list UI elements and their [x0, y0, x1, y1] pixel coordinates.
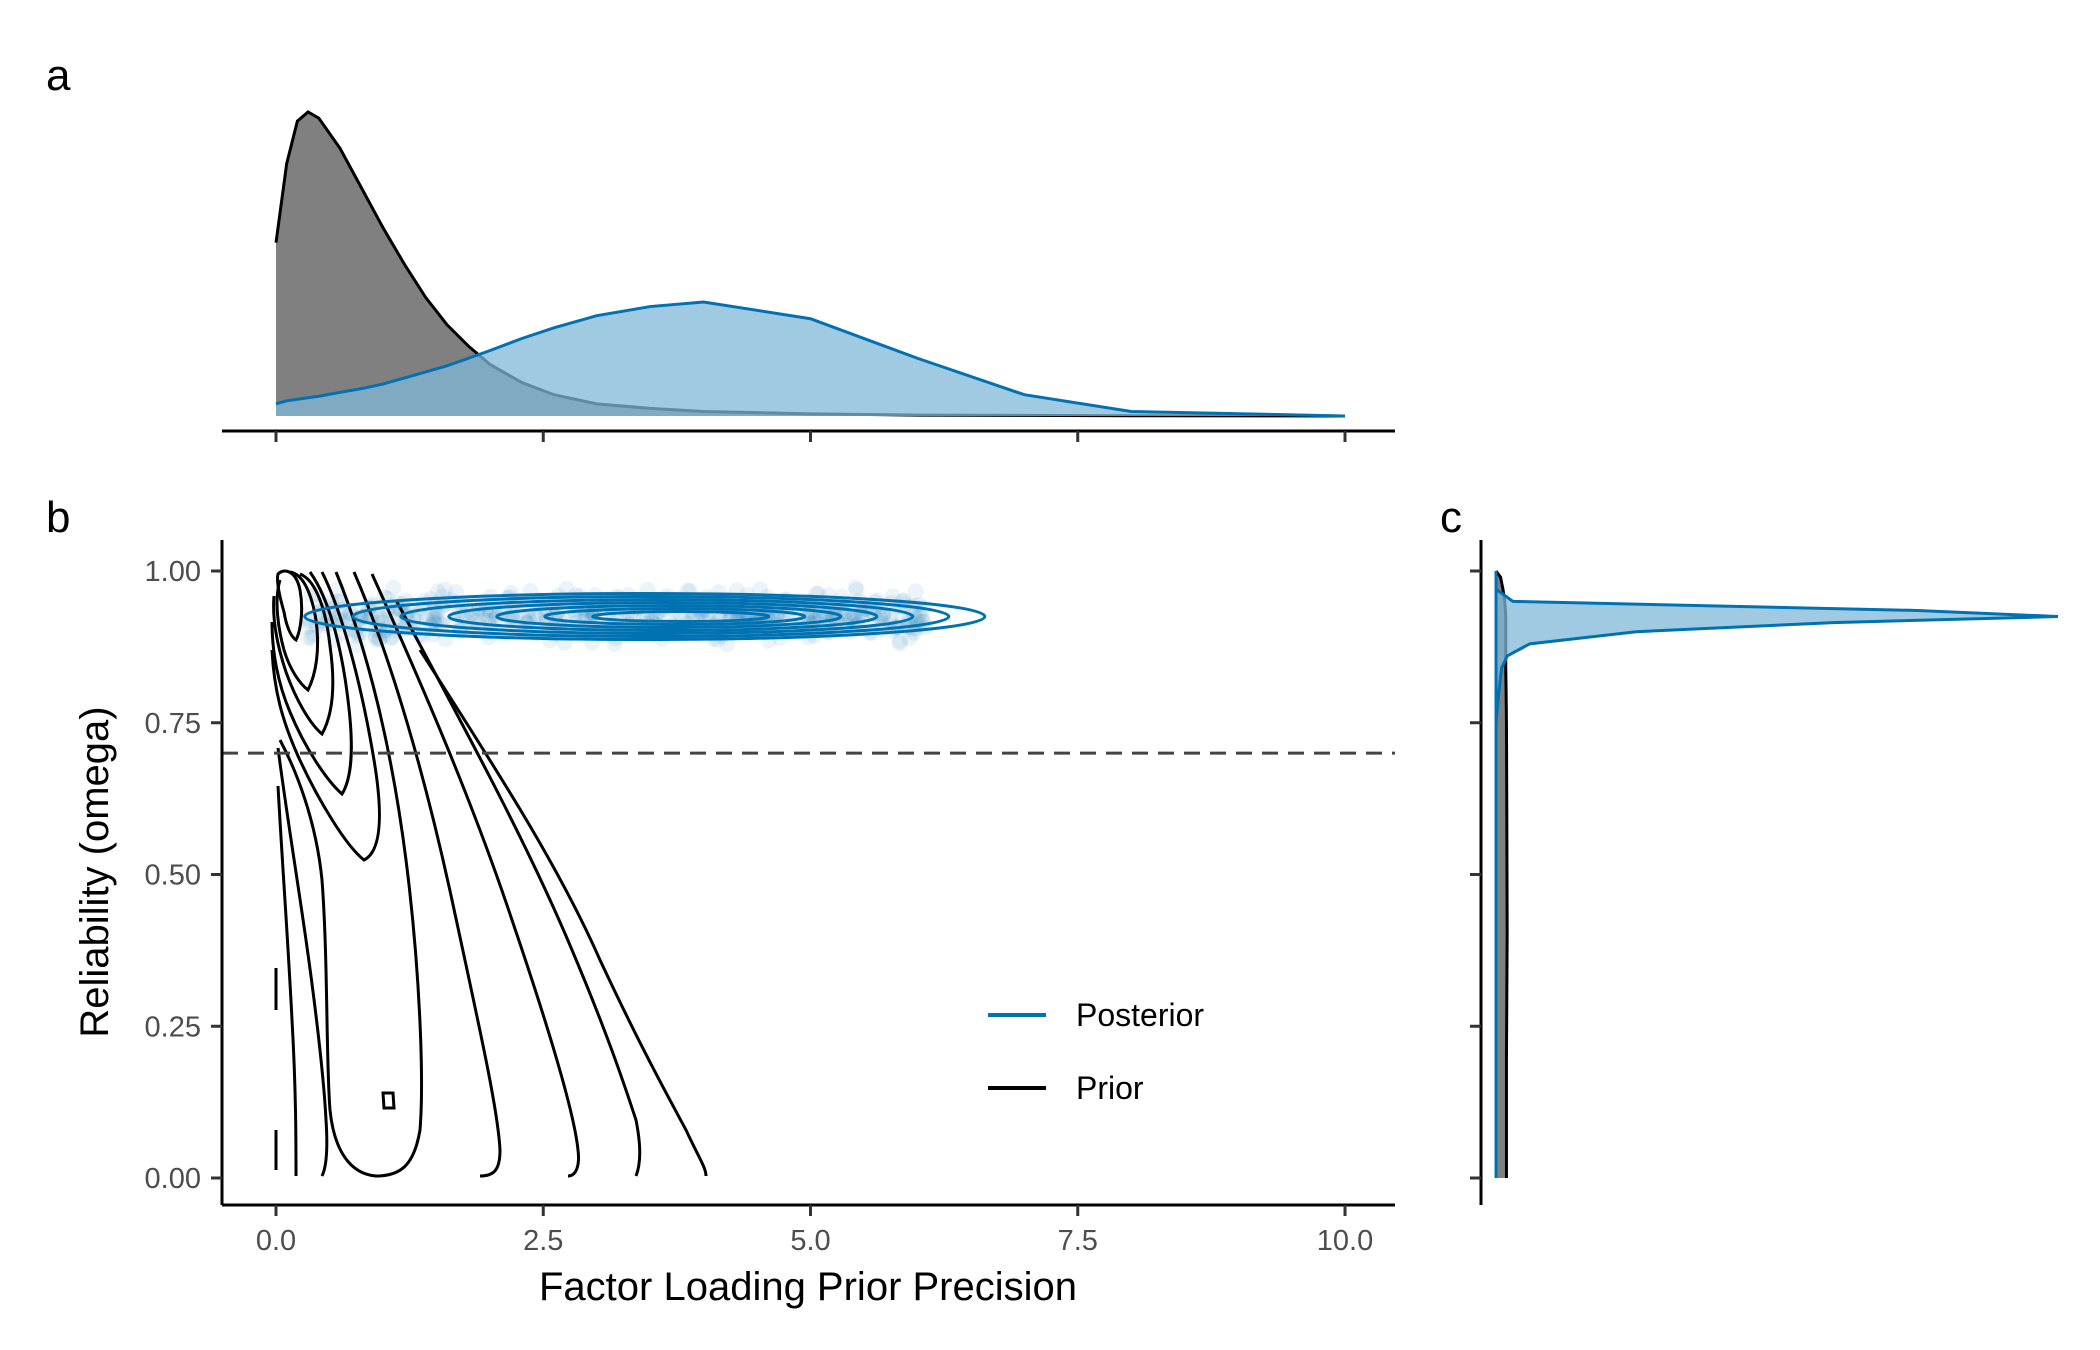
posterior-point	[774, 610, 791, 627]
prior-contour-4	[270, 571, 353, 797]
posterior-contour-3	[399, 598, 915, 636]
panel-c-area-posterior	[1496, 571, 2058, 1178]
legend-posterior-label: Posterior	[1076, 997, 1204, 1033]
panel-c-ticks	[1470, 569, 1481, 1180]
posterior-contour-4	[447, 601, 879, 633]
prior-contour-8	[370, 573, 580, 1178]
posterior-point	[872, 609, 888, 626]
y-tick-label-3: 0.75	[145, 708, 201, 740]
panel-b-y-ticks: 0.00 0.25 0.50 0.75 1.00	[145, 556, 222, 1195]
posterior-contours	[303, 592, 987, 642]
posterior-point	[426, 610, 443, 627]
posterior-point	[429, 583, 446, 600]
panel-c-areas	[1494, 570, 2059, 1178]
posterior-point	[577, 605, 593, 621]
x-tick-label-4: 10.0	[1317, 1225, 1373, 1257]
x-tick-label-3: 7.5	[1058, 1225, 1098, 1257]
posterior-point	[874, 607, 891, 624]
posterior-contour-6	[543, 607, 807, 627]
y-axis-title: Reliability (omega)	[73, 706, 117, 1037]
prior-contour-7	[352, 571, 502, 1178]
x-axis-title: Factor Loading Prior Precision	[539, 1265, 1077, 1309]
posterior-point	[434, 616, 451, 633]
prior-contour-12	[276, 785, 298, 1177]
posterior-point	[426, 603, 443, 620]
posterior-point	[799, 608, 815, 624]
posterior-point	[844, 608, 861, 625]
posterior-point	[910, 607, 927, 624]
posterior-point	[300, 629, 317, 646]
y-tick-label-1: 0.25	[145, 1011, 201, 1043]
posterior-point	[436, 581, 453, 598]
posterior-point	[892, 633, 909, 650]
panel-a-line-posterior	[275, 300, 1346, 418]
posterior-contour-5	[495, 604, 843, 630]
x-tick-label-1: 2.5	[523, 1225, 563, 1257]
panel-a-area-posterior	[276, 302, 1345, 416]
posterior-point	[848, 582, 865, 599]
posterior-point	[806, 612, 823, 629]
panel-b-x-ticks: 0.0 2.5 5.0 7.5 10.0	[256, 1205, 1373, 1257]
posterior-point	[891, 635, 908, 652]
prior-contour-2	[275, 570, 320, 693]
panel-a-density	[222, 110, 1395, 442]
posterior-contour-7	[591, 610, 771, 624]
y-tick-label-2: 0.50	[145, 860, 201, 892]
posterior-point	[383, 629, 399, 646]
panel-a-ticks	[274, 431, 1347, 442]
x-tick-label-0: 0.0	[256, 1225, 296, 1257]
posterior-point	[847, 579, 864, 596]
prior-contour-6	[278, 571, 423, 1178]
posterior-point	[818, 606, 834, 622]
panel-label-a: a	[46, 51, 71, 100]
posterior-point	[467, 613, 484, 630]
posterior-point	[529, 609, 546, 626]
posterior-point	[385, 579, 402, 596]
legend: Posterior Prior	[988, 997, 1204, 1106]
panel-c-area-prior	[1496, 571, 1508, 1178]
panel-label-b: b	[46, 493, 70, 542]
y-tick-label-4: 1.00	[145, 556, 201, 588]
legend-prior-label: Prior	[1076, 1070, 1144, 1106]
panel-label-c: c	[1440, 493, 1462, 542]
posterior-contour-1	[303, 592, 987, 642]
prior-contour-5	[270, 571, 381, 862]
posterior-point	[901, 630, 918, 647]
posterior-point	[913, 608, 929, 625]
posterior-point	[527, 608, 544, 624]
posterior-point	[875, 608, 892, 625]
posterior-contour-2	[351, 595, 951, 639]
posterior-point	[481, 607, 498, 624]
y-tick-label-0: 0.00	[145, 1163, 201, 1195]
prior-contours	[270, 569, 708, 1178]
prior-contour-1	[276, 569, 304, 643]
panel-a-areas	[274, 110, 1346, 418]
x-tick-label-2: 5.0	[790, 1225, 830, 1257]
posterior-point	[907, 583, 924, 600]
panel-c-density	[1470, 540, 2059, 1205]
prior-contour-10	[418, 649, 708, 1177]
posterior-point	[521, 612, 538, 629]
prior-contour-3	[272, 572, 335, 737]
prior-contour-11	[276, 747, 329, 1177]
prior-contour-9	[394, 599, 642, 1177]
prior-contour-13	[381, 1091, 396, 1110]
posterior-point	[407, 612, 424, 629]
panel-c-line-posterior	[1494, 571, 2059, 1178]
posterior-point	[373, 610, 390, 627]
panel-b-scatter: 0.0 2.5 5.0 7.5 10.0 0.00 0.25 0.50 0.75 1.00 Fa…	[73, 540, 1395, 1309]
